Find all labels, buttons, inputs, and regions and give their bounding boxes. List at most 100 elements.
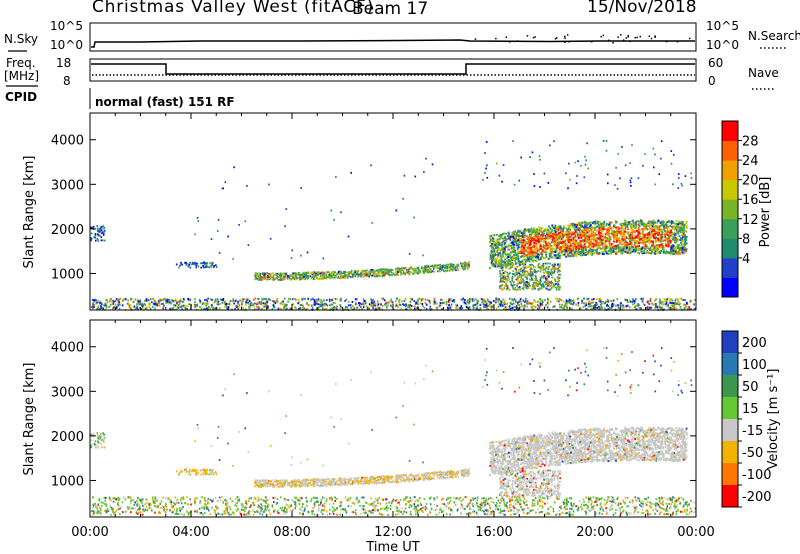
data-cell (314, 301, 316, 303)
data-cell (586, 226, 589, 229)
data-cell (613, 224, 616, 227)
data-cell (339, 270, 342, 273)
data-cell (688, 307, 691, 310)
data-cell (567, 238, 570, 241)
data-cell (555, 255, 558, 257)
data-cell (646, 306, 649, 309)
data-cell (264, 276, 266, 278)
data-cell (553, 227, 556, 230)
data-cell (404, 272, 407, 275)
data-cell (351, 305, 354, 308)
data-cell (303, 272, 305, 275)
data-cell (421, 298, 423, 301)
data-cell (445, 270, 447, 273)
data-cell (607, 232, 609, 235)
data-cell (161, 298, 164, 301)
data-cell (652, 303, 654, 306)
data-cell (320, 299, 322, 301)
data-cell (433, 302, 435, 305)
data-cell (501, 246, 503, 249)
data-cell (312, 303, 315, 306)
data-cell (118, 307, 121, 310)
data-cell (394, 300, 397, 303)
data-cell (509, 239, 512, 242)
data-cell (593, 229, 596, 231)
data-cell (648, 241, 651, 243)
data-cell (171, 299, 174, 302)
nsearch-dot (639, 35, 641, 38)
data-cell (221, 298, 223, 301)
data-cell (680, 243, 683, 246)
data-cell (462, 268, 465, 271)
data-cell (414, 268, 417, 271)
data-cell (512, 256, 515, 259)
data-cell (431, 265, 434, 267)
data-cell (429, 265, 432, 268)
data-cell (359, 302, 361, 305)
data-cell (647, 251, 649, 254)
data-cell (630, 250, 633, 253)
data-cell (584, 237, 587, 240)
data-cell (672, 225, 674, 228)
data-cell (590, 250, 592, 253)
data-cell (639, 307, 641, 310)
data-cell (618, 246, 621, 249)
data-cell (490, 246, 493, 249)
data-cell (487, 305, 489, 307)
data-cell (117, 300, 119, 303)
data-cell (587, 235, 590, 238)
data-cell (674, 302, 676, 305)
data-cell (591, 234, 594, 237)
data-cell (546, 297, 549, 300)
data-cell (499, 305, 502, 308)
data-cell (516, 246, 519, 249)
data-cell (364, 299, 367, 302)
data-cell (605, 228, 608, 231)
data-cell (567, 300, 569, 303)
data-cell (369, 271, 371, 274)
data-cell (599, 237, 602, 240)
data-cell (392, 272, 395, 275)
data-cell (556, 226, 558, 229)
data-cell (303, 271, 305, 274)
data-cell (219, 298, 222, 301)
data-cell (684, 241, 686, 243)
data-cell (362, 302, 364, 305)
data-cell (511, 258, 514, 260)
data-cell (493, 242, 496, 245)
data-cell (502, 251, 505, 254)
data-cell (247, 302, 249, 304)
data-cell (580, 307, 582, 310)
data-cell (277, 273, 280, 275)
data-cell (638, 249, 640, 252)
data-cell (180, 305, 183, 308)
nsearch-dots (474, 34, 691, 44)
data-cell (429, 268, 432, 271)
data-cell (454, 303, 457, 306)
data-cell (631, 250, 634, 253)
data-cell (409, 300, 411, 303)
data-cell (601, 301, 603, 304)
data-cell (605, 250, 608, 253)
data-cell (536, 239, 538, 242)
data-cell (174, 304, 177, 307)
data-cell (577, 244, 580, 247)
data-cell (684, 243, 686, 246)
data-cell (436, 267, 439, 270)
data-cell (504, 236, 507, 239)
data-cell (611, 249, 614, 252)
data-cell (626, 301, 629, 304)
data-cell (386, 302, 388, 305)
data-cell (595, 225, 598, 228)
data-cell (550, 274, 553, 276)
data-cell (388, 271, 390, 274)
data-cell (441, 265, 444, 268)
data-cell (457, 265, 460, 267)
data-cell (493, 244, 496, 247)
data-cell (614, 245, 617, 247)
data-cell (527, 240, 530, 243)
data-cell (194, 303, 196, 306)
data-cell (538, 266, 540, 269)
data-cell (680, 220, 683, 223)
data-cell (281, 278, 284, 281)
